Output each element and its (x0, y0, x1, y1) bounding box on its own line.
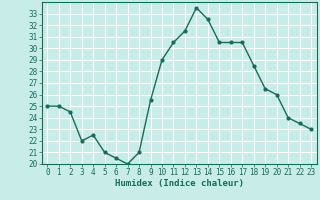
X-axis label: Humidex (Indice chaleur): Humidex (Indice chaleur) (115, 179, 244, 188)
